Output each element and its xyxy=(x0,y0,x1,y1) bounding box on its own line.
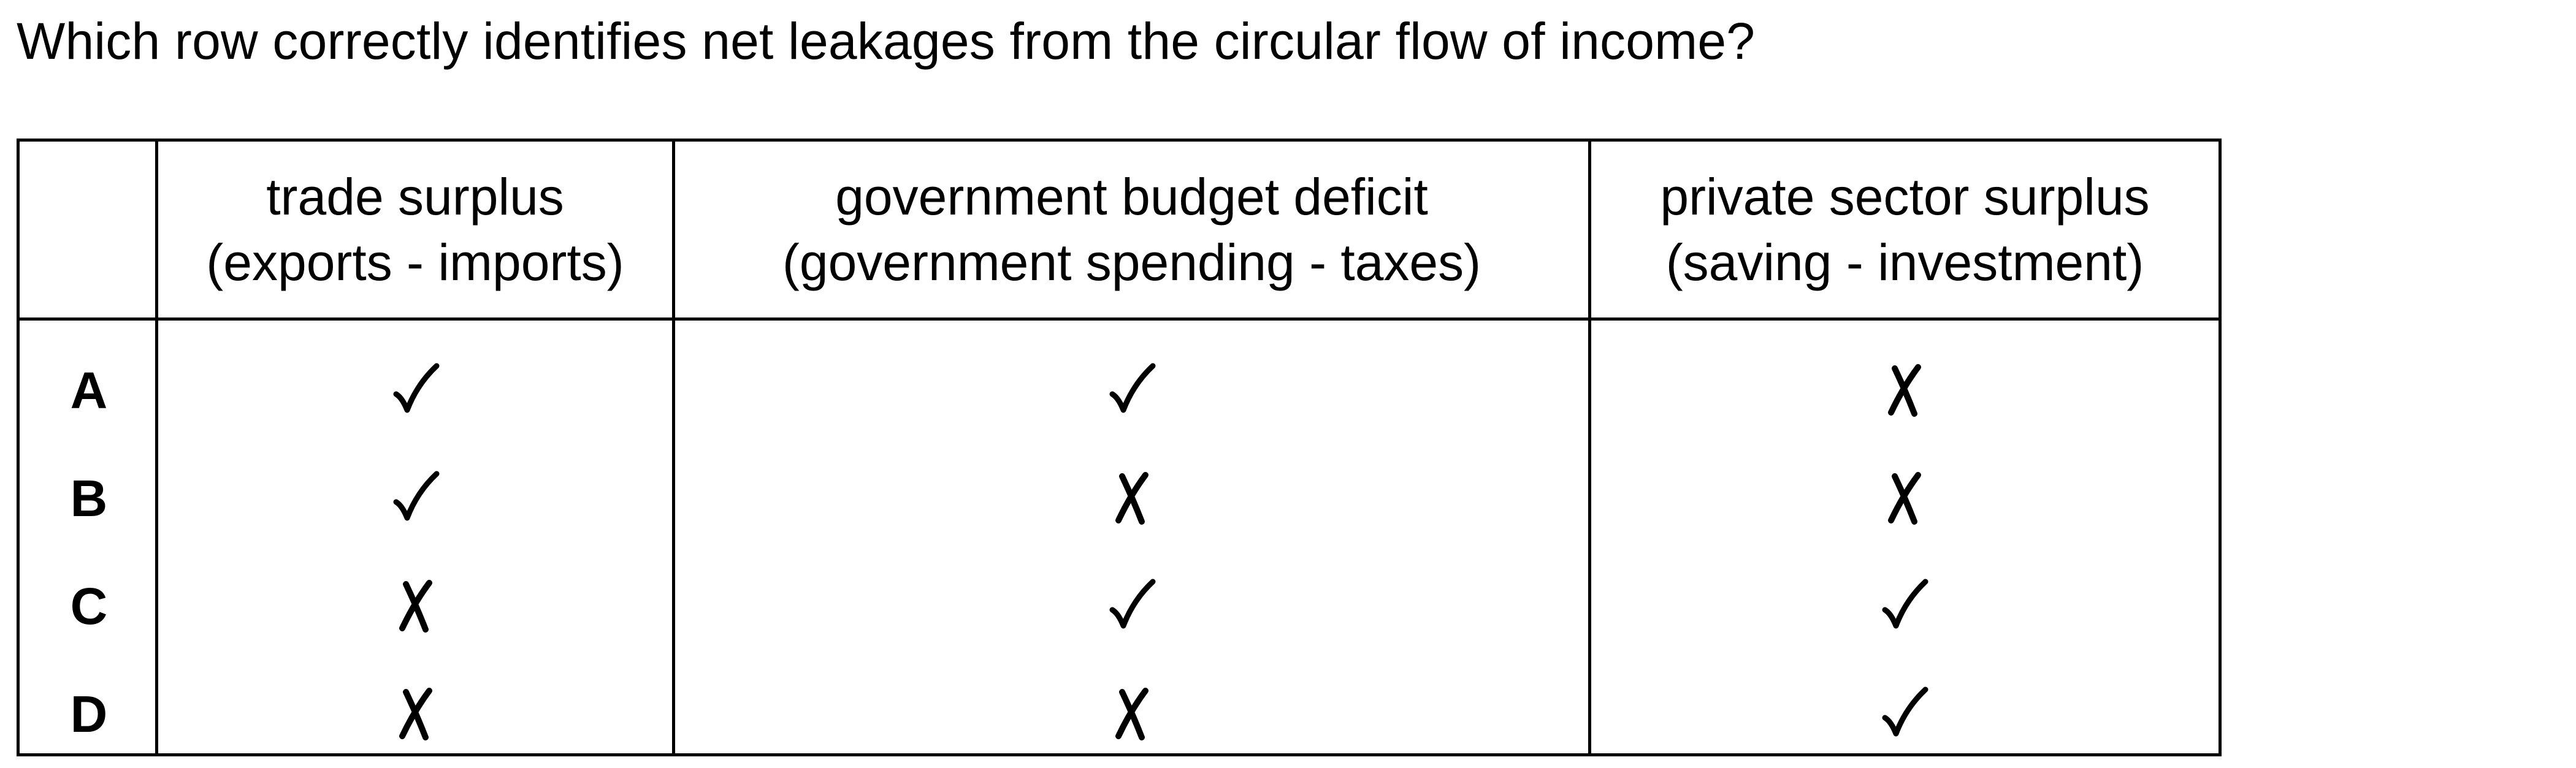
row-c-trade-surplus-mark xyxy=(385,576,446,637)
row-b-budget-deficit-mark xyxy=(1101,468,1163,529)
header-divider xyxy=(20,317,2219,321)
answer-table: trade surplus (exports - imports) govern… xyxy=(17,139,2222,756)
header-subtitle: (government spending - taxes) xyxy=(782,233,1481,291)
row-c-private-surplus-mark xyxy=(1874,576,1935,637)
row-label-d: D xyxy=(70,685,108,743)
cross-icon xyxy=(399,688,432,740)
check-icon xyxy=(1882,686,1928,737)
cross-icon xyxy=(1888,472,1921,525)
header-subtitle: (exports - imports) xyxy=(206,233,624,291)
row-d-private-surplus-mark xyxy=(1874,683,1935,745)
header-title: government budget deficit xyxy=(835,167,1428,226)
row-d-trade-surplus-mark xyxy=(385,683,446,745)
header-title: private sector surplus xyxy=(1660,167,2150,226)
row-label-c: C xyxy=(70,577,108,635)
cross-icon xyxy=(399,580,432,633)
column-divider xyxy=(672,142,675,753)
row-b-trade-surplus-mark xyxy=(385,468,446,529)
check-icon xyxy=(1109,579,1156,629)
header-trade-surplus: trade surplus (exports - imports) xyxy=(158,142,672,317)
cross-icon xyxy=(1115,688,1148,740)
row-c-budget-deficit-mark xyxy=(1101,576,1163,637)
row-label-b: B xyxy=(70,469,108,527)
row-d-budget-deficit-mark xyxy=(1101,683,1163,745)
row-a-budget-deficit-mark xyxy=(1101,360,1163,421)
header-subtitle: (saving - investment) xyxy=(1665,233,2144,291)
header-title: trade surplus xyxy=(266,167,564,226)
column-divider xyxy=(155,142,158,753)
row-label-a: A xyxy=(70,361,108,419)
row-a-private-surplus-mark xyxy=(1874,360,1935,421)
row-b-private-surplus-mark xyxy=(1874,468,1935,529)
row-a-trade-surplus-mark xyxy=(385,360,446,421)
header-private-sector-surplus: private sector surplus (saving - investm… xyxy=(1591,142,2219,317)
check-icon xyxy=(1882,579,1928,629)
header-government-budget-deficit: government budget deficit (government sp… xyxy=(675,142,1588,317)
check-icon xyxy=(393,471,440,521)
check-icon xyxy=(1109,363,1156,413)
check-icon xyxy=(393,363,440,413)
column-divider xyxy=(1588,142,1591,753)
question-text: Which row correctly identifies net leaka… xyxy=(17,12,1756,70)
cross-icon xyxy=(1115,472,1148,525)
cross-icon xyxy=(1888,364,1921,417)
